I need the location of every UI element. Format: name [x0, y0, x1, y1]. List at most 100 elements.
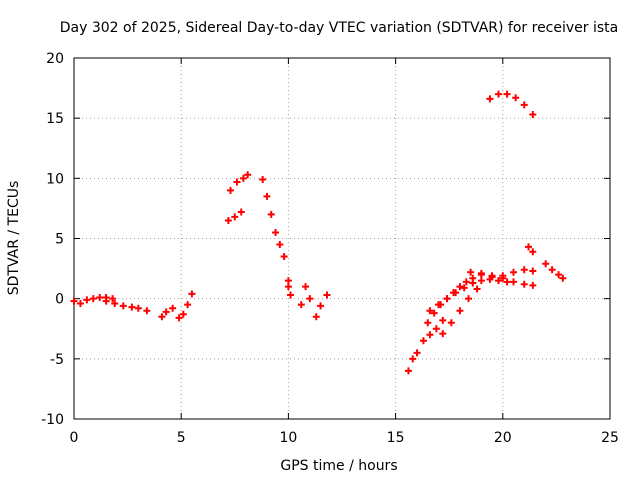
data-point [510, 278, 518, 286]
series-arc-12 [439, 285, 481, 338]
data-point [473, 285, 481, 293]
data-point [426, 307, 434, 315]
data-point [520, 280, 528, 288]
data-points [70, 90, 567, 375]
data-point [542, 260, 550, 268]
y-tick-label: 15 [46, 111, 64, 127]
data-point [143, 307, 151, 315]
grid [74, 58, 610, 419]
data-point [179, 310, 187, 318]
series-arc-14 [488, 272, 537, 289]
data-point [233, 178, 241, 186]
data-point [548, 266, 556, 274]
data-point [434, 301, 442, 309]
data-point [227, 186, 235, 194]
x-tick-label: 5 [177, 430, 186, 446]
data-point [224, 216, 232, 224]
data-point [447, 319, 455, 327]
x-tick-label: 0 [70, 430, 79, 446]
series-arc-7 [284, 283, 295, 299]
data-point [456, 307, 464, 315]
data-point [89, 295, 97, 303]
data-point [302, 283, 310, 291]
data-point [158, 313, 166, 321]
data-point [430, 309, 438, 317]
data-point [83, 296, 91, 304]
data-point [239, 174, 247, 182]
series-arc-5 [224, 208, 245, 224]
data-point [111, 299, 119, 307]
x-tick-label: 10 [279, 430, 297, 446]
data-point [529, 248, 537, 256]
data-point [287, 291, 295, 299]
data-point [119, 302, 127, 310]
series-arc-6 [259, 176, 292, 285]
data-point [312, 313, 320, 321]
data-point [439, 330, 447, 338]
data-point [452, 289, 460, 297]
data-point [439, 316, 447, 324]
data-point [529, 111, 537, 119]
data-point [460, 284, 468, 292]
data-point [486, 95, 494, 103]
series-arc-9 [404, 316, 447, 375]
data-point [424, 319, 432, 327]
data-point [503, 278, 511, 286]
data-point [477, 277, 485, 285]
data-point [184, 301, 192, 309]
data-point [404, 367, 412, 375]
data-point [432, 325, 440, 333]
data-point [128, 303, 136, 311]
data-point [462, 278, 470, 286]
axis-ticks: 0 5 10 15 20 25 -10 -5 0 5 10 15 20 [41, 51, 619, 446]
data-point [267, 210, 275, 218]
series-arc-15 [486, 90, 537, 119]
data-point [102, 297, 110, 305]
data-point [499, 274, 507, 282]
data-point [134, 304, 142, 312]
data-point [259, 176, 267, 184]
data-point [70, 297, 78, 305]
x-tick-label: 15 [387, 430, 405, 446]
x-axis-label: GPS time / hours [280, 458, 397, 474]
data-point [525, 243, 533, 251]
data-point [263, 192, 271, 200]
data-point [297, 301, 305, 309]
series-arc-8 [297, 283, 331, 321]
chart-title: Day 302 of 2025, Sidereal Day-to-day VTE… [60, 20, 618, 36]
data-point [559, 274, 567, 282]
data-point [413, 349, 421, 357]
data-point [469, 279, 477, 287]
series-arc-4 [227, 171, 252, 194]
data-point [237, 208, 245, 216]
series-arc-2 [102, 297, 151, 315]
series-arc-3 [158, 290, 196, 322]
y-tick-label: 0 [55, 292, 64, 308]
data-point [456, 283, 464, 291]
series-arc-16 [525, 243, 537, 256]
data-point [520, 266, 528, 274]
y-tick-label: 20 [46, 51, 64, 67]
data-point [555, 271, 563, 279]
data-point [244, 171, 252, 179]
data-point [306, 295, 314, 303]
data-point [272, 228, 280, 236]
x-tick-label: 20 [494, 430, 512, 446]
data-point [109, 295, 117, 303]
data-point [419, 337, 427, 345]
data-point [495, 277, 503, 285]
data-point [284, 283, 292, 291]
data-point [510, 268, 518, 276]
data-point [467, 268, 475, 276]
data-point [169, 304, 177, 312]
data-point [520, 101, 528, 109]
y-tick-label: -5 [50, 352, 64, 368]
x-tick-label: 25 [601, 430, 619, 446]
data-point [162, 308, 170, 316]
data-point [464, 295, 472, 303]
data-point [276, 241, 284, 249]
data-point [529, 281, 537, 289]
data-point [488, 272, 496, 280]
data-point [477, 269, 485, 277]
